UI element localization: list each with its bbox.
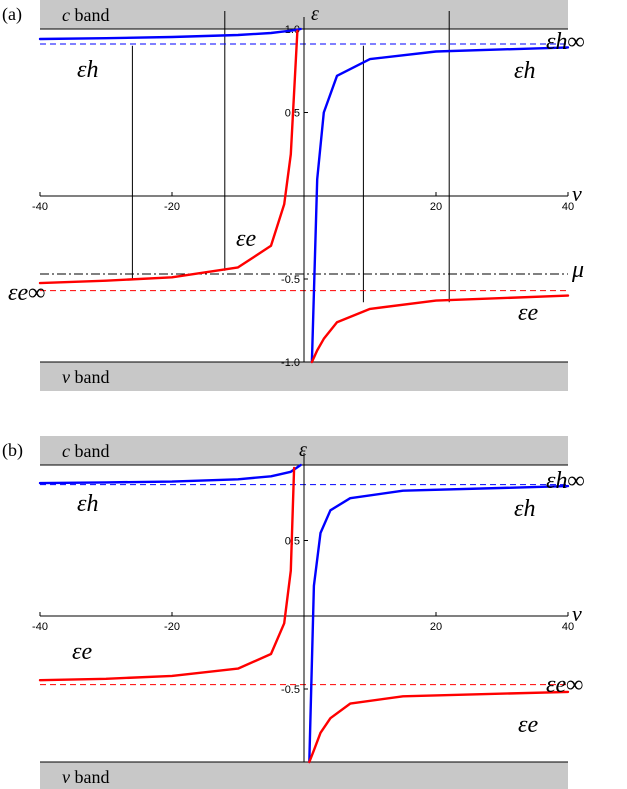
svg-text:εe: εe	[72, 639, 92, 665]
series-curve	[310, 46, 570, 364]
y-axis-label-b: ε	[299, 439, 307, 461]
svg-text:εh∞: εh∞	[546, 468, 585, 494]
curves-b	[38, 463, 570, 764]
x-tick-label: 20	[430, 621, 442, 633]
svg-text:εe∞: εe∞	[8, 280, 45, 306]
curves-a	[38, 27, 570, 364]
series-curve	[38, 29, 299, 285]
annotation-mu-a: μ	[571, 257, 584, 283]
v-band-shade-a	[40, 362, 568, 391]
v-band-shade-b	[40, 762, 568, 789]
panel-a: (a) c band v band -40 -20 20 401.00.5-0.5-1…	[2, 0, 585, 391]
y-tick-label: -1.0	[281, 357, 300, 369]
svg-text:εe: εe	[236, 226, 256, 252]
svg-text:εh: εh	[514, 496, 535, 522]
annotation-ehinf-a: εh∞	[546, 29, 585, 55]
annotation-ee-right-a: εe	[518, 300, 538, 326]
x-tick-label: -20	[164, 621, 180, 633]
annotation-ee-right-b: εe	[518, 712, 538, 738]
annotation-eh-left-b: εh	[77, 491, 98, 517]
series-curve	[308, 690, 570, 764]
y-tick-label: -0.5	[281, 274, 300, 286]
annotation-eh-right-b: εh	[514, 496, 535, 522]
series-curve	[308, 484, 570, 764]
series-curve	[310, 294, 570, 364]
x-axis-label-b: v	[572, 601, 582, 626]
x-tick-label: 40	[562, 201, 574, 213]
annotation-eh-left-a: εh	[77, 57, 98, 83]
svg-text:εh: εh	[514, 58, 535, 84]
v-band-label-a: v band	[62, 367, 110, 387]
x-tick-label: -20	[164, 201, 180, 213]
series-curve	[38, 463, 302, 485]
annotation-ee-left-a: εe	[236, 226, 256, 252]
c-band-label-b: c band	[62, 441, 110, 461]
annotation-ehinf-b: εh∞	[546, 468, 585, 494]
annotation-eh-right-a: εh	[514, 58, 535, 84]
svg-text:εh: εh	[77, 57, 98, 83]
svg-text:μ: μ	[571, 257, 584, 283]
series-curve	[38, 466, 296, 682]
svg-text:εe: εe	[518, 300, 538, 326]
y-axis-label-a: ε	[311, 3, 319, 25]
axes-a: -40 -20 20 401.00.5-0.5-1.0	[32, 17, 574, 369]
x-tick-label: -40	[32, 621, 48, 633]
x-tick-label: -40	[32, 201, 48, 213]
annotation-ee-left-b: εe	[72, 639, 92, 665]
annotation-eeinf-b: εe∞	[546, 672, 583, 698]
svg-text:εe: εe	[518, 712, 538, 738]
panel-b: (b) c band v band -40 -20 20 400.5-0.5 ε v …	[2, 436, 585, 789]
x-axis-label-a: v	[572, 181, 582, 206]
vertical-marker-lines-a	[131, 11, 450, 303]
series-curve	[38, 27, 302, 41]
panel-label-b: (b)	[2, 440, 23, 461]
y-tick-label: -0.5	[281, 684, 300, 696]
c-band-label-a: c band	[62, 5, 110, 25]
svg-text:εe∞: εe∞	[546, 672, 583, 698]
x-tick-label: 40	[562, 621, 574, 633]
svg-text:εh∞: εh∞	[546, 29, 585, 55]
svg-text:εh: εh	[77, 491, 98, 517]
v-band-label-b: v band	[62, 767, 110, 787]
panel-label-a: (a)	[2, 4, 22, 25]
annotation-eeinf-a: εe∞	[8, 280, 45, 306]
x-tick-label: 20	[430, 201, 442, 213]
axes-b: -40 -20 20 400.5-0.5	[32, 453, 574, 762]
